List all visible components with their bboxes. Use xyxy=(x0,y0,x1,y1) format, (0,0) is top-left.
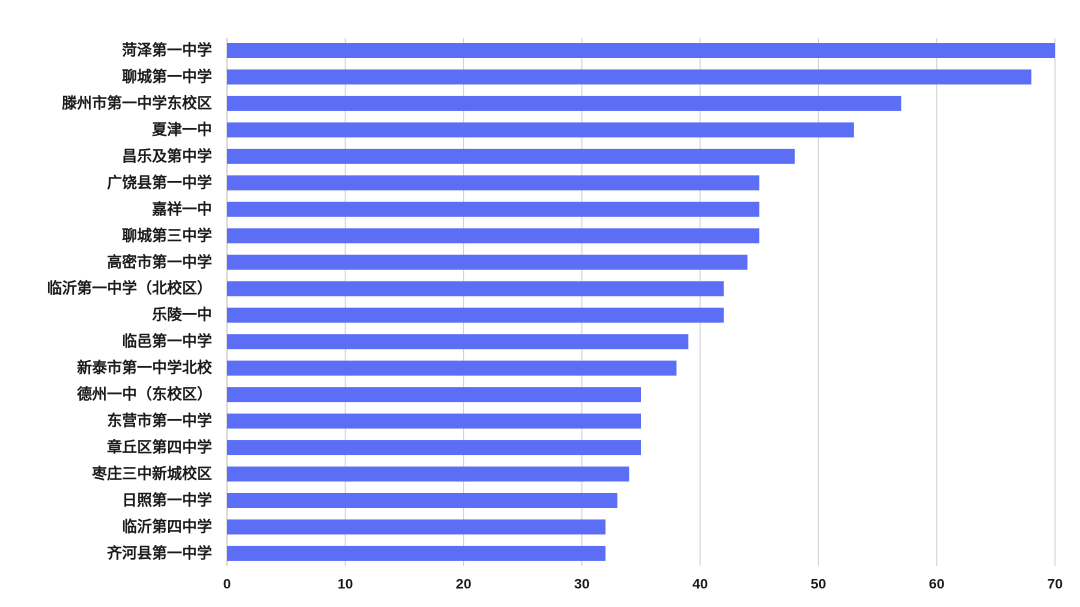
bar xyxy=(227,387,641,403)
category-label: 高密市第一中学 xyxy=(107,253,212,271)
category-label: 滕州市第一中学东校区 xyxy=(62,94,212,112)
category-label: 聊城第三中学 xyxy=(122,226,212,244)
category-label: 新泰市第一中学北校 xyxy=(77,359,213,377)
category-label: 嘉祥一中 xyxy=(151,200,212,218)
x-tick-label: 30 xyxy=(574,576,590,592)
bar xyxy=(227,201,760,217)
x-tick-label: 50 xyxy=(811,576,827,592)
category-label: 临沂第四中学 xyxy=(122,517,212,535)
x-tick-label: 60 xyxy=(929,576,945,592)
bar xyxy=(227,492,618,508)
bar xyxy=(227,43,1055,58)
bar xyxy=(227,69,1032,85)
category-labels: 菏泽第一中学聊城第一中学滕州市第一中学东校区夏津一中昌乐及第中学广饶县第一中学嘉… xyxy=(47,41,213,562)
grid-lines xyxy=(226,38,1056,566)
bar xyxy=(227,175,760,191)
bar xyxy=(227,334,689,350)
x-tick-label: 20 xyxy=(456,576,472,592)
category-label: 日照第一中学 xyxy=(122,491,212,509)
bar xyxy=(227,254,748,270)
category-label: 聊城第一中学 xyxy=(122,67,212,85)
x-tick-label: 10 xyxy=(337,576,353,592)
x-tick-label: 0 xyxy=(223,576,231,592)
bar xyxy=(227,95,902,111)
bar xyxy=(227,122,854,138)
category-label: 章丘区第四中学 xyxy=(107,438,212,456)
category-label: 东营市第一中学 xyxy=(107,412,212,430)
x-tick-label: 70 xyxy=(1047,576,1063,592)
category-label: 乐陵一中 xyxy=(152,306,212,324)
bar xyxy=(227,545,606,561)
category-label: 广饶县第一中学 xyxy=(107,173,212,191)
bar xyxy=(227,519,606,535)
category-label: 临沂第一中学（北校区） xyxy=(47,279,212,297)
category-label: 临邑第一中学 xyxy=(122,332,212,350)
bar xyxy=(227,281,724,297)
bars xyxy=(227,43,1055,561)
category-label: 德州一中（东校区） xyxy=(77,385,212,403)
category-label: 昌乐及第中学 xyxy=(122,147,212,165)
bar xyxy=(227,307,724,323)
category-label: 菏泽第一中学 xyxy=(122,41,212,59)
bar xyxy=(227,148,795,164)
bar xyxy=(227,228,760,244)
x-tick-label: 40 xyxy=(692,576,708,592)
category-label: 夏津一中 xyxy=(151,120,212,138)
bar xyxy=(227,413,641,429)
category-label: 齐河县第一中学 xyxy=(107,544,212,562)
bar xyxy=(227,466,630,482)
category-label: 枣庄三中新城校区 xyxy=(91,465,212,483)
bar xyxy=(227,360,677,376)
bar xyxy=(227,440,641,456)
x-tick-labels: 0 10 20 30 40 50 60 70 xyxy=(223,576,1063,592)
